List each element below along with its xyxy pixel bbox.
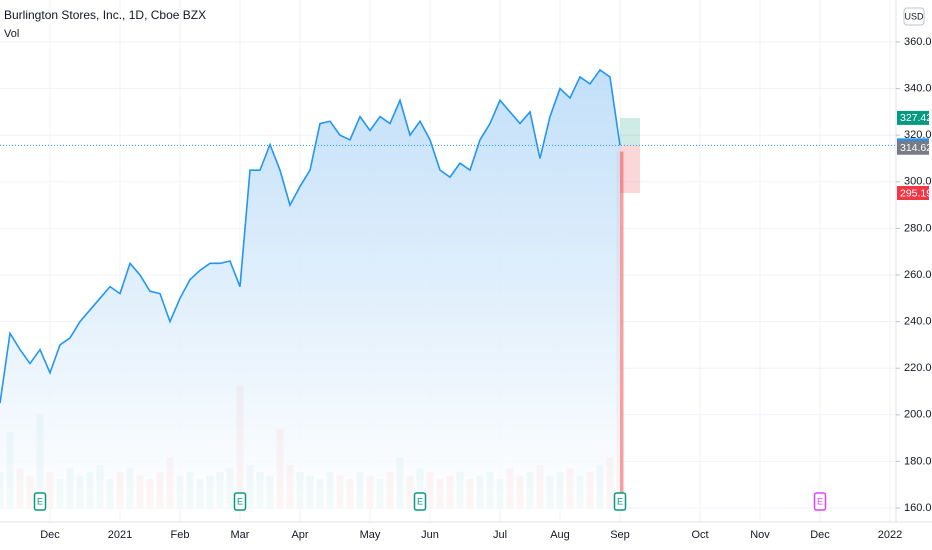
earnings-label: E: [817, 496, 823, 506]
x-tick-label: May: [360, 529, 381, 541]
x-tick-label: Nov: [750, 529, 770, 541]
y-tick-label: 300.00: [904, 176, 932, 188]
target-zone: [620, 117, 640, 146]
y-tick-label: 160.00: [904, 502, 932, 514]
x-tick-label: Aug: [550, 529, 570, 541]
currency-box[interactable]: [903, 7, 925, 26]
y-tick-label: 240.00: [904, 316, 932, 328]
earnings-marker: [613, 492, 627, 511]
earnings-label: E: [617, 496, 623, 506]
currency[interactable]: USD: [904, 11, 924, 21]
x-tick-label: Apr: [291, 529, 308, 541]
y-tick-label: 320.00: [904, 129, 932, 141]
earnings-label: E: [417, 496, 423, 506]
x-tick-label: Oct: [691, 529, 708, 541]
x-tick-label: Dec: [40, 529, 60, 541]
x-tick-label: 2022: [878, 529, 902, 541]
price-label: 295.19: [900, 187, 932, 199]
y-tick-label: 200.00: [904, 409, 932, 421]
earnings-marker: [33, 492, 47, 511]
price-label-box: [897, 140, 929, 155]
x-tick-label: 2021: [108, 529, 132, 541]
x-tick-label: Sep: [610, 529, 630, 541]
x-tick-label: Jul: [493, 529, 507, 541]
x-tick-label: Feb: [171, 529, 190, 541]
y-tick-label: 180.00: [904, 455, 932, 467]
y-tick-label: 340.00: [904, 83, 932, 95]
chart-title: Burlington Stores, Inc., 1D, Cboe BZX: [4, 8, 206, 22]
earnings-label: E: [237, 496, 243, 506]
earnings-marker: [233, 492, 247, 511]
price-label: 327.42: [900, 112, 932, 124]
price-line: [0, 68, 621, 404]
earnings-marker: [413, 492, 427, 511]
y-tick-label: 280.00: [904, 222, 932, 234]
x-tick-label: Dec: [810, 529, 830, 541]
stop-zone: [620, 145, 640, 194]
y-tick-label: 260.00: [904, 269, 932, 281]
axes: 160.00 180.00 200.00 220.00 240.00 260.00 280.…: [40, 36, 932, 541]
earnings-marker: [813, 492, 827, 511]
price-label-box: [897, 110, 929, 125]
volume-label: Vol: [4, 28, 19, 40]
x-tick-label: Jun: [421, 529, 439, 541]
price-label-box: [897, 186, 929, 201]
area: [0, 69, 620, 509]
y-tick-label: 360.00: [904, 36, 932, 48]
y-tick-label: 220.00: [904, 362, 932, 374]
x-tick-label: Mar: [231, 529, 250, 541]
price-label: 314.62: [900, 142, 932, 154]
earnings-label: E: [37, 496, 43, 506]
